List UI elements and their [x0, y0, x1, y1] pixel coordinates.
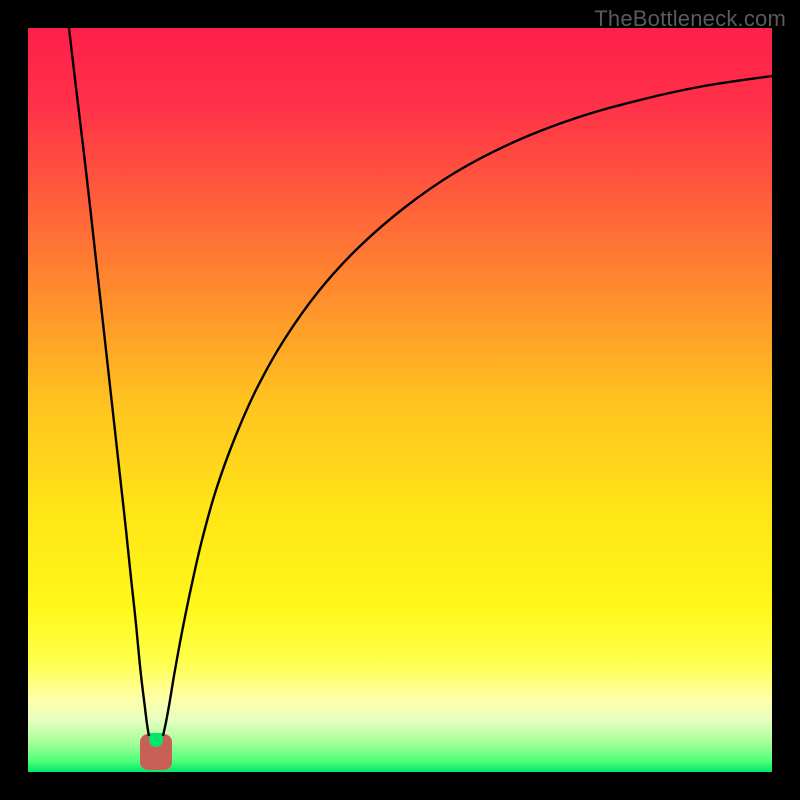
plot-area: [28, 28, 772, 772]
curve-left-branch: [69, 28, 149, 736]
curve-layer: [28, 28, 772, 772]
curve-right-branch: [163, 76, 772, 736]
chart-frame: TheBottleneck.com: [0, 0, 800, 800]
